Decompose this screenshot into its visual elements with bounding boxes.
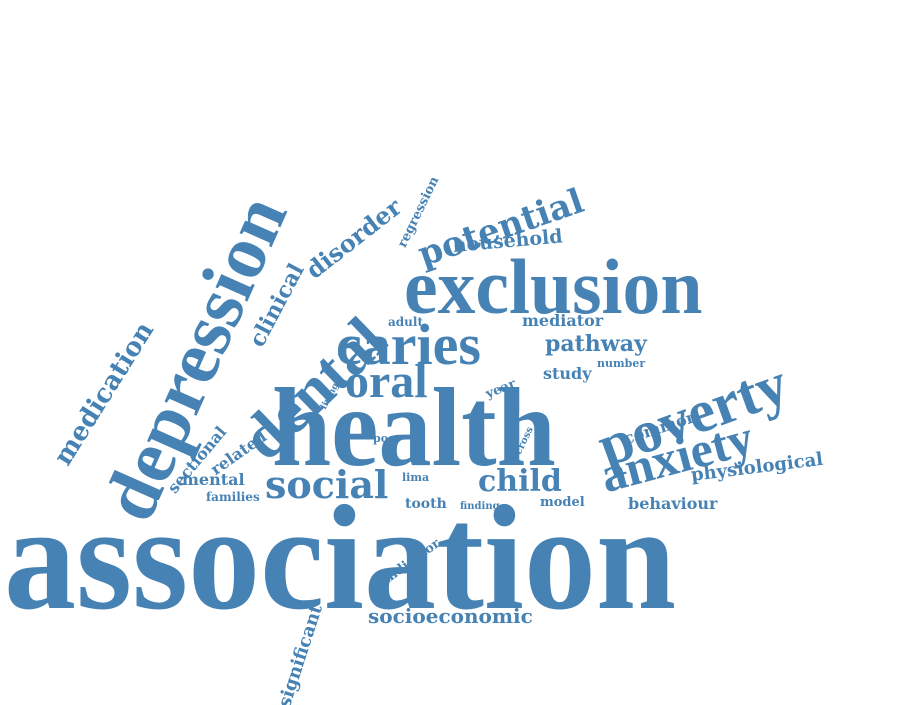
word-mediator: mediator bbox=[522, 311, 604, 330]
word-association: association bbox=[4, 475, 677, 641]
word-socioeconomic: socioeconomic bbox=[368, 604, 533, 628]
word-finding: finding bbox=[460, 501, 500, 512]
word-pathway: pathway bbox=[545, 331, 647, 357]
word-caries: caries bbox=[336, 312, 481, 377]
word-model: model bbox=[540, 495, 585, 510]
word-families: families bbox=[206, 490, 260, 504]
word-poor: poor bbox=[373, 432, 402, 445]
word-lima: lima bbox=[402, 471, 430, 484]
word-health: health bbox=[272, 366, 556, 490]
word-social: social bbox=[265, 462, 389, 507]
word-study: study bbox=[543, 364, 592, 383]
word-adult: adult bbox=[388, 315, 423, 329]
word-number: number bbox=[597, 357, 646, 370]
word-tooth: tooth bbox=[405, 496, 447, 512]
word-behaviour: behaviour bbox=[628, 494, 718, 513]
word-disorder: disorder bbox=[300, 192, 407, 285]
word-exclusion: exclusion bbox=[404, 243, 703, 330]
word-oral: oral bbox=[345, 355, 428, 408]
word-child: child bbox=[478, 464, 562, 499]
word-mental: mental bbox=[182, 470, 245, 489]
